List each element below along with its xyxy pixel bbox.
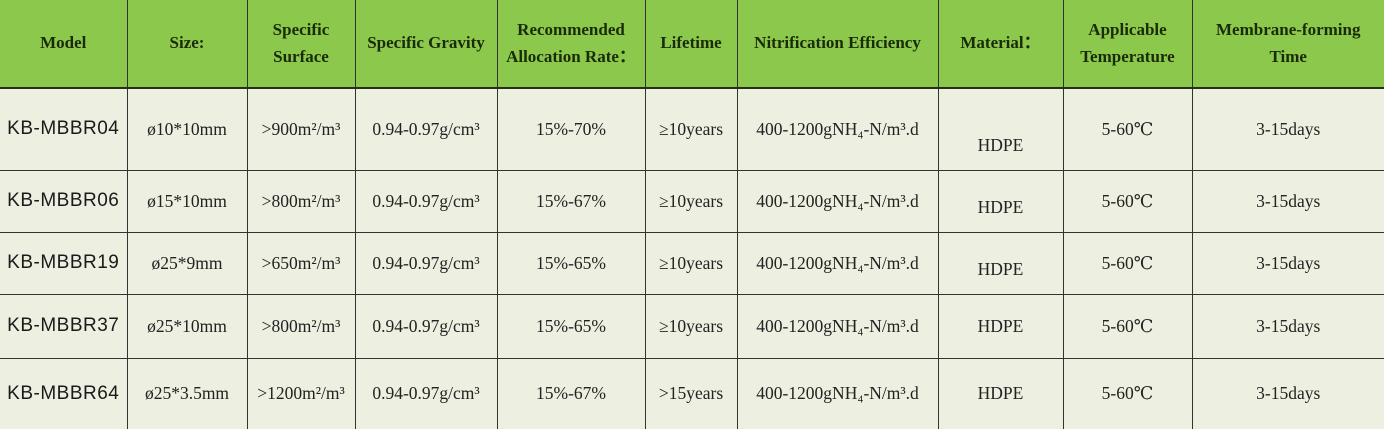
cell-allocation_rate: 15%-67% bbox=[496, 357, 646, 429]
cell-allocation_rate: 15%-70% bbox=[496, 87, 646, 171]
cell-membrane_time: 3-15days bbox=[1191, 231, 1384, 295]
cell-size: ø25*10mm bbox=[126, 293, 248, 359]
cell-allocation_rate: 15%-67% bbox=[496, 169, 646, 233]
cell-material: HDPE bbox=[937, 169, 1064, 233]
cell-lifetime: ≥10years bbox=[644, 231, 738, 295]
cell-model: KB-MBBR37 bbox=[0, 293, 128, 359]
cell-size: ø25*9mm bbox=[126, 231, 248, 295]
cell-membrane_time: 3-15days bbox=[1191, 293, 1384, 359]
table-header: Model Size: Specific Surface Specific Gr… bbox=[0, 0, 1384, 89]
cell-lifetime: ≥10years bbox=[644, 87, 738, 171]
header-lifetime: Lifetime bbox=[644, 0, 738, 89]
cell-specific_gravity: 0.94-0.97g/cm³ bbox=[354, 169, 498, 233]
header-specific_surface: Specific Surface bbox=[246, 0, 356, 89]
cell-temperature: 5-60℃ bbox=[1062, 169, 1193, 233]
cell-membrane_time: 3-15days bbox=[1191, 87, 1384, 171]
table-body: KB-MBBR04 ø10*10mm >900m²/m³ 0.94-0.97g/cm³… bbox=[0, 87, 1384, 429]
header-allocation_rate: Recommended Allocation Rate： bbox=[496, 0, 646, 89]
cell-membrane_time: 3-15days bbox=[1191, 357, 1384, 429]
table-row: KB-MBBR64 ø25*3.5mm >1200m²/m³ 0.94-0.97g/c… bbox=[0, 357, 1384, 429]
table-row: KB-MBBR04 ø10*10mm >900m²/m³ 0.94-0.97g/cm³… bbox=[0, 87, 1384, 171]
header-membrane_time: Membrane-forming Time bbox=[1191, 0, 1384, 89]
header-specific_gravity: Specific Gravity bbox=[354, 0, 498, 89]
header-size: Size: bbox=[126, 0, 248, 89]
table-row: KB-MBBR37 ø25*10mm >800m²/m³ 0.94-0.97g/cm³… bbox=[0, 293, 1384, 359]
cell-specific_surface: >800m²/m³ bbox=[246, 293, 356, 359]
cell-model: KB-MBBR06 bbox=[0, 169, 128, 233]
cell-lifetime: ≥10years bbox=[644, 293, 738, 359]
cell-temperature: 5-60℃ bbox=[1062, 87, 1193, 171]
table-row: KB-MBBR06 ø15*10mm >800m²/m³ 0.94-0.97g/cm³… bbox=[0, 169, 1384, 233]
cell-temperature: 5-60℃ bbox=[1062, 231, 1193, 295]
cell-specific_surface: >650m²/m³ bbox=[246, 231, 356, 295]
cell-material: HDPE bbox=[937, 231, 1064, 295]
cell-temperature: 5-60℃ bbox=[1062, 293, 1193, 359]
cell-specific_gravity: 0.94-0.97g/cm³ bbox=[354, 293, 498, 359]
cell-model: KB-MBBR19 bbox=[0, 231, 128, 295]
cell-material: HDPE bbox=[937, 87, 1064, 171]
cell-nitrification: 400-1200gNH₄-N/m³.d bbox=[736, 231, 939, 295]
cell-membrane_time: 3-15days bbox=[1191, 169, 1384, 233]
cell-model: KB-MBBR04 bbox=[0, 87, 128, 171]
cell-lifetime: >15years bbox=[644, 357, 738, 429]
cell-nitrification: 400-1200gNH₄-N/m³.d bbox=[736, 169, 939, 233]
cell-nitrification: 400-1200gNH₄-N/m³.d bbox=[736, 357, 939, 429]
cell-specific_gravity: 0.94-0.97g/cm³ bbox=[354, 87, 498, 171]
header-row: Model Size: Specific Surface Specific Gr… bbox=[0, 0, 1384, 89]
cell-material: HDPE bbox=[937, 293, 1064, 359]
cell-specific_surface: >800m²/m³ bbox=[246, 169, 356, 233]
header-model: Model bbox=[0, 0, 128, 89]
cell-size: ø15*10mm bbox=[126, 169, 248, 233]
cell-size: ø10*10mm bbox=[126, 87, 248, 171]
cell-specific_gravity: 0.94-0.97g/cm³ bbox=[354, 357, 498, 429]
cell-allocation_rate: 15%-65% bbox=[496, 231, 646, 295]
cell-size: ø25*3.5mm bbox=[126, 357, 248, 429]
header-temperature: Applicable Temperature bbox=[1062, 0, 1193, 89]
cell-specific_gravity: 0.94-0.97g/cm³ bbox=[354, 231, 498, 295]
cell-specific_surface: >1200m²/m³ bbox=[246, 357, 356, 429]
cell-model: KB-MBBR64 bbox=[0, 357, 128, 429]
cell-allocation_rate: 15%-65% bbox=[496, 293, 646, 359]
header-nitrification: Nitrification Efficiency bbox=[736, 0, 939, 89]
cell-specific_surface: >900m²/m³ bbox=[246, 87, 356, 171]
cell-lifetime: ≥10years bbox=[644, 169, 738, 233]
header-material: Material： bbox=[937, 0, 1064, 89]
cell-material: HDPE bbox=[937, 357, 1064, 429]
cell-temperature: 5-60℃ bbox=[1062, 357, 1193, 429]
cell-nitrification: 400-1200gNH₄-N/m³.d bbox=[736, 87, 939, 171]
table-row: KB-MBBR19 ø25*9mm >650m²/m³ 0.94-0.97g/cm³ 1… bbox=[0, 231, 1384, 295]
cell-nitrification: 400-1200gNH₄-N/m³.d bbox=[736, 293, 939, 359]
